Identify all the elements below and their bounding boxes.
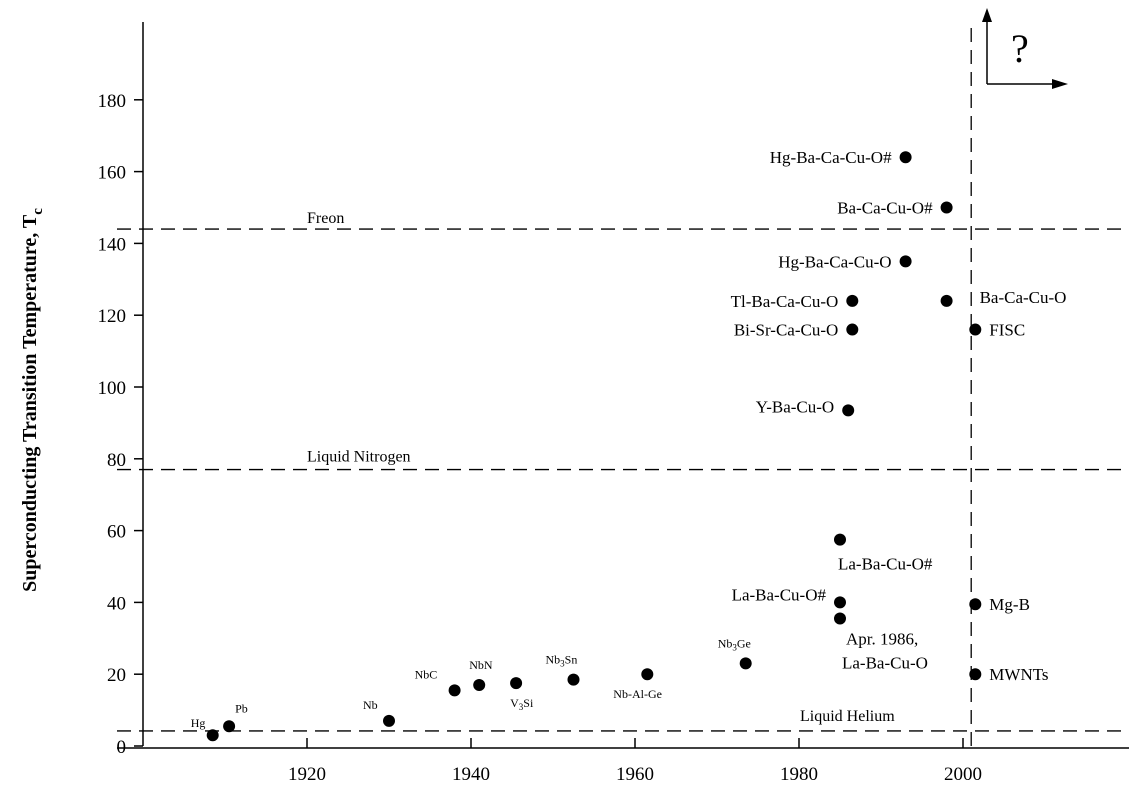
data-point bbox=[940, 201, 953, 214]
y-tick-label: 160 bbox=[98, 163, 127, 184]
x-tick-label: 1940 bbox=[452, 764, 490, 785]
y-ticks: 0 20 40 60 80 100 120 140 160 180 bbox=[98, 91, 143, 758]
point-label: Mg-B bbox=[989, 595, 1030, 614]
point-label: Ba-Ca-Cu-O# bbox=[837, 199, 933, 218]
point-label: Bi-Sr-Ca-Cu-O bbox=[734, 321, 838, 340]
point-label: Tl-Ba-Ca-Cu-O bbox=[731, 292, 839, 311]
data-point bbox=[969, 323, 982, 336]
reference-lines: Freon Liquid Nitrogen Liquid Helium bbox=[117, 28, 1129, 746]
data-point bbox=[448, 684, 461, 697]
axes bbox=[117, 22, 1129, 749]
point-label: V3Si bbox=[510, 696, 534, 712]
point-label: Nb-Al-Ge bbox=[613, 687, 662, 701]
data-point bbox=[206, 729, 219, 742]
data-point bbox=[510, 677, 523, 690]
point-label: La-Ba-Cu-O bbox=[842, 654, 928, 673]
point-label: MWNTs bbox=[989, 665, 1048, 684]
point-label: NbC bbox=[415, 667, 438, 681]
question-mark: ? bbox=[1011, 26, 1029, 71]
point-sublabel: Apr. 1986, bbox=[846, 630, 918, 649]
arrow-annotation: ? bbox=[982, 8, 1068, 89]
y-tick-label: 20 bbox=[107, 665, 126, 686]
point-label: Nb3Sn bbox=[546, 653, 578, 669]
data-point bbox=[834, 596, 846, 609]
point-label: Pb bbox=[235, 701, 248, 715]
y-axis-label-subscript: c bbox=[30, 208, 46, 215]
y-tick-label: 40 bbox=[107, 593, 126, 614]
data-point bbox=[383, 714, 395, 727]
point-label: Hg bbox=[191, 716, 206, 730]
point-label: La-Ba-Cu-O# bbox=[732, 585, 827, 604]
data-points bbox=[206, 151, 982, 742]
data-point bbox=[567, 673, 580, 686]
data-point bbox=[969, 668, 982, 681]
y-tick-label: 0 bbox=[117, 737, 127, 758]
data-point bbox=[842, 404, 855, 417]
data-point bbox=[846, 323, 859, 336]
point-label: Ba-Ca-Cu-O bbox=[980, 288, 1067, 307]
y-axis-label: Superconducting Transition Temperature, … bbox=[19, 208, 46, 592]
y-tick-label: 180 bbox=[98, 91, 127, 112]
data-point bbox=[940, 294, 953, 307]
reference-line-label: Liquid Helium bbox=[800, 708, 895, 725]
point-label: Nb3Ge bbox=[718, 636, 751, 652]
arrow-right-head bbox=[1052, 79, 1068, 89]
data-point bbox=[969, 598, 982, 611]
x-tick-label: 2000 bbox=[944, 764, 982, 785]
point-label: NbN bbox=[469, 658, 493, 672]
point-label: Nb bbox=[363, 698, 378, 712]
data-point bbox=[834, 533, 846, 546]
x-ticks: 1920 1940 1960 1980 2000 bbox=[288, 738, 982, 785]
point-label: La-Ba-Cu-O# bbox=[838, 555, 933, 574]
point-label: Hg-Ba-Ca-Cu-O# bbox=[770, 148, 892, 167]
data-point bbox=[846, 294, 859, 307]
point-label: FISC bbox=[989, 321, 1025, 340]
x-tick-label: 1960 bbox=[616, 764, 654, 785]
y-tick-label: 120 bbox=[98, 306, 127, 327]
data-point bbox=[834, 612, 846, 625]
data-point bbox=[223, 720, 236, 733]
point-label: Y-Ba-Cu-O bbox=[756, 397, 834, 416]
x-tick-label: 1980 bbox=[780, 764, 818, 785]
point-label: Hg-Ba-Ca-Cu-O bbox=[778, 252, 891, 271]
y-tick-label: 140 bbox=[98, 234, 127, 255]
point-labels: Hg Pb Nb NbC NbN V3Si Nb3Sn Nb-Al-Ge Nb3Ge Apr. 1… bbox=[191, 148, 1067, 730]
arrow-up-head bbox=[982, 8, 992, 22]
reference-line-label: Liquid Nitrogen bbox=[307, 449, 411, 466]
data-point bbox=[473, 678, 486, 691]
data-point bbox=[641, 668, 654, 681]
y-tick-label: 100 bbox=[98, 378, 127, 399]
x-tick-label: 1920 bbox=[288, 764, 326, 785]
data-point bbox=[739, 657, 752, 670]
data-point bbox=[899, 255, 912, 268]
y-tick-label: 60 bbox=[107, 522, 126, 543]
data-point bbox=[899, 151, 912, 164]
y-tick-label: 80 bbox=[107, 450, 126, 471]
reference-line-label: Freon bbox=[307, 210, 344, 227]
